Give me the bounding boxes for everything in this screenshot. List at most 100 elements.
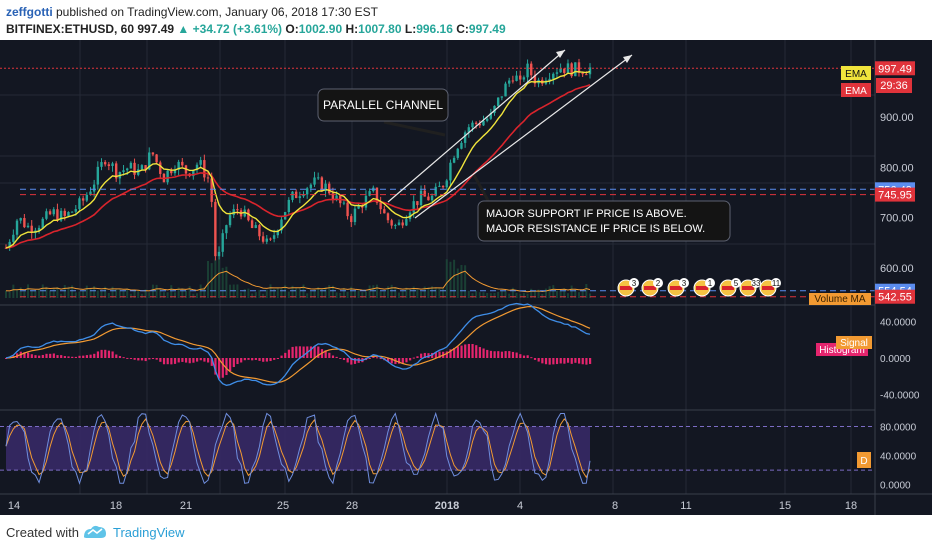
time-tick-label: 2018 [435, 500, 459, 512]
volume-bar [34, 290, 37, 298]
histogram-bar [478, 347, 482, 358]
volume-bar [317, 287, 320, 298]
histogram-bar [574, 358, 577, 363]
volume-bar [412, 286, 415, 298]
candle-body [81, 198, 85, 201]
publish-text: published on TradingView.com, January 06… [56, 5, 378, 19]
histogram-bar [232, 358, 235, 368]
candle-body [364, 195, 368, 208]
histogram-bar [30, 354, 33, 358]
price-tick-label: 700.00 [880, 213, 914, 225]
event-flag-stripe [742, 286, 754, 290]
histogram-bar [482, 348, 485, 358]
volume-bar [309, 291, 312, 298]
channel-upper-line[interactable] [387, 49, 566, 203]
close-label: C: [456, 22, 469, 36]
histogram-bar [519, 354, 522, 358]
histogram-bar [390, 358, 393, 364]
histogram-bar [434, 351, 437, 358]
tradingview-logo-icon[interactable] [82, 523, 108, 541]
support-callout-box[interactable] [477, 200, 731, 242]
candle-body [298, 196, 302, 199]
histogram-bar [431, 352, 434, 358]
volume-bar [122, 291, 125, 298]
histogram-bar [34, 355, 37, 358]
volume-bar [16, 290, 19, 298]
candle-body [574, 62, 577, 77]
channel-callout-box[interactable] [317, 88, 449, 122]
volume-bar [453, 259, 456, 298]
candle-body [320, 177, 324, 192]
volume-bar [148, 292, 151, 298]
last-price-tags: EMA EMA 29:36 [841, 66, 912, 97]
stoch-d-tag-text: D [860, 456, 867, 467]
volume-bar [420, 291, 423, 298]
histogram-bar [511, 351, 515, 358]
candle-body [276, 230, 279, 236]
histogram-bar [423, 352, 426, 358]
volume-bar [19, 287, 22, 298]
channel-lower-line[interactable] [414, 54, 633, 219]
price-axis-panel[interactable] [875, 40, 932, 515]
candle-body [353, 208, 357, 223]
volume-bar [559, 289, 562, 298]
candle-body [228, 215, 232, 226]
candle-body [23, 218, 26, 228]
histogram-bar [195, 358, 199, 362]
volume-bar [236, 284, 239, 298]
volume-bar [390, 284, 393, 298]
volume-bar [240, 292, 243, 298]
chart-canvas[interactable]: PARALLEL CHANNEL MAJOR SUPPORT IF PRICE … [0, 40, 932, 515]
histogram-bar [559, 358, 562, 364]
tradingview-brand[interactable]: TradingView [113, 525, 185, 540]
volume-bar [563, 288, 566, 298]
candle-body [328, 183, 331, 194]
volume-bar [225, 266, 228, 298]
time-tick-label: 25 [277, 500, 289, 512]
volume-bar [63, 285, 66, 298]
candle-body [548, 78, 551, 81]
event-flag-stripe [722, 286, 734, 290]
volume-bar [214, 259, 217, 298]
candle-body [114, 163, 118, 179]
candle-body [577, 62, 581, 73]
histogram-bar [497, 351, 500, 358]
volume-bar [353, 291, 356, 298]
histogram-bar [210, 358, 213, 366]
macd-tick-label: -40.0000 [880, 390, 920, 401]
open-label: O: [285, 22, 299, 36]
event-count-text: 2 [656, 279, 661, 288]
economic-events[interactable]: 3 2 3 1 5 33 11 [617, 278, 781, 297]
candle-body [390, 220, 393, 226]
volume-bar [383, 291, 386, 298]
candle-body [478, 123, 482, 126]
time-axis-ticks[interactable]: 14 18 21 25 28 2018 4 8 11 15 18 [8, 500, 857, 512]
footer: Created with TradingView [0, 515, 932, 550]
candle-body [170, 170, 173, 174]
volume-bar [41, 284, 44, 298]
candle-body [559, 68, 562, 73]
countdown-tag [876, 78, 912, 93]
volume-bar [177, 287, 180, 298]
candle-body [570, 63, 573, 77]
candle-body [368, 191, 371, 196]
volume-bar [111, 286, 114, 298]
support-callout-line1: MAJOR SUPPORT IF PRICE IS ABOVE. [486, 208, 687, 220]
event-count-text: 3 [682, 279, 687, 288]
volume-bar [287, 291, 290, 298]
candle-body [467, 127, 470, 133]
volume-bar [96, 290, 99, 298]
volume-bar [45, 286, 48, 298]
event-count-badge [653, 278, 663, 288]
candle-body [111, 163, 114, 167]
histogram-bar [287, 349, 291, 358]
histogram-bar [243, 358, 246, 361]
time-tick-label: 4 [517, 500, 523, 512]
volume-bar [115, 288, 118, 298]
volume-bar [464, 265, 467, 298]
histogram-bar [236, 358, 239, 365]
volume-bar [581, 289, 584, 298]
volume-bar [497, 291, 500, 298]
histogram-bar [38, 355, 41, 358]
author-link[interactable]: zeffgotti [6, 5, 53, 19]
